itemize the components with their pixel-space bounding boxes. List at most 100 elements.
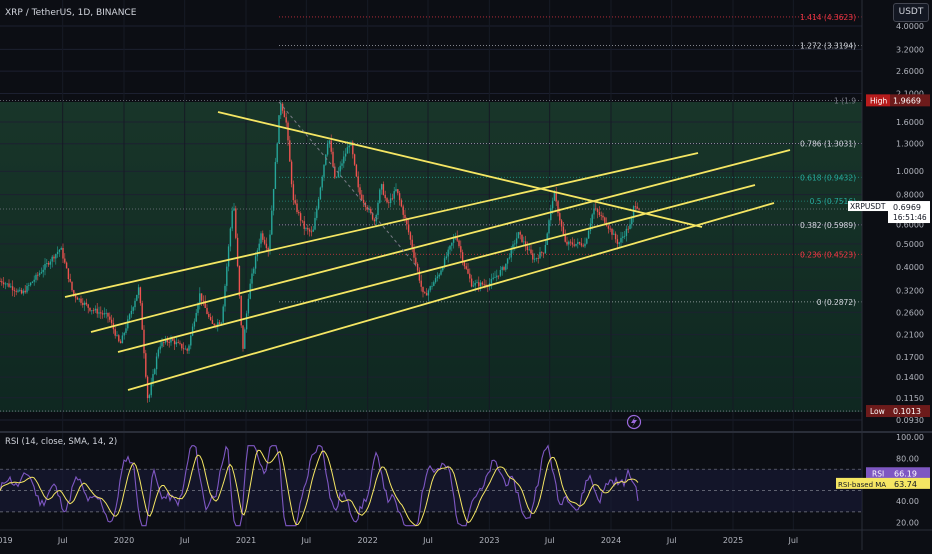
badge-label: Low	[870, 407, 885, 416]
candle-body	[116, 335, 118, 337]
candle-body	[49, 261, 52, 265]
badge-price: 0.6969	[893, 203, 921, 212]
time-axis-label: Jul	[544, 536, 555, 545]
time-axis[interactable]: 019 Jul 2020 Jul 2021 Jul 2022 Jul 2023 Jul 2024 Ju…	[0, 536, 798, 545]
price-axis[interactable]: 4.0000 3.2000 2.6000 2.1000 1.6000 1.3000 1.00…	[896, 22, 924, 425]
time-axis-label: Jul	[179, 536, 190, 545]
candle-body	[44, 263, 46, 270]
candle-body	[501, 267, 503, 271]
candle-body	[26, 285, 28, 293]
candle-body	[496, 275, 498, 278]
fib-level-label: 0.382 (0.5989)	[800, 221, 856, 230]
candle-body	[587, 230, 590, 239]
candle-body	[316, 208, 318, 218]
candle-body	[589, 223, 592, 231]
candle-body	[359, 187, 361, 195]
candle-body	[625, 228, 628, 236]
candle-body	[73, 290, 75, 295]
candle-body	[128, 314, 131, 320]
channel-line-2[interactable]	[90, 149, 791, 333]
candle-body	[132, 307, 134, 311]
candle-body	[64, 258, 66, 263]
candle-body	[107, 312, 109, 317]
rsi-title: RSI (14, close, SMA, 14, 2)	[5, 437, 117, 447]
channel-line-3[interactable]	[117, 184, 756, 353]
candle-body	[422, 286, 424, 293]
candle-body	[386, 198, 388, 203]
triangle-upper-line[interactable]	[217, 111, 703, 228]
time-axis-label: Jul	[301, 536, 312, 545]
candle-body	[335, 176, 338, 178]
candle-body	[467, 268, 469, 274]
price-axis-label: 0.1150	[896, 394, 924, 403]
candle-body	[434, 278, 437, 283]
rsi-ma-badge: RSI-based MA 63.74	[836, 477, 930, 489]
price-axis-label: 0.8000	[896, 191, 924, 200]
badge-label: High	[870, 96, 887, 105]
candle-body	[611, 228, 613, 235]
candle-body	[46, 263, 48, 264]
candle-body	[373, 219, 376, 222]
candle-body	[310, 231, 313, 233]
channel-line-4[interactable]	[127, 202, 775, 391]
candle-body	[19, 289, 21, 291]
price-axis-label: 0.0930	[896, 416, 924, 425]
candle-body	[40, 272, 43, 274]
candle-body	[348, 145, 350, 148]
candle-body	[325, 154, 327, 165]
candle-body	[634, 206, 637, 208]
channel-line-1[interactable]	[64, 152, 699, 298]
time-axis-label: 019	[0, 536, 13, 545]
svg-text:RSI-based MA: RSI-based MA	[838, 481, 886, 489]
candle-body	[559, 213, 561, 221]
candle-body	[600, 214, 602, 216]
rsi-value-badge: RSI 66.19	[866, 467, 930, 479]
candle-body	[346, 147, 349, 154]
candle-body	[380, 184, 383, 190]
candle-body	[271, 210, 273, 235]
candle-body	[98, 312, 100, 314]
rsi-pane[interactable]: 100.0080.0060.0040.0020.00RSI66.19RSI-ba…	[0, 433, 930, 528]
time-axis-label: 2023	[479, 536, 499, 545]
chart-title: XRP / TetherUS, 1D, BINANCE	[5, 8, 137, 18]
time-axis-label: 2022	[357, 536, 377, 545]
candle-body	[413, 248, 415, 258]
candle-body	[339, 165, 341, 172]
candle-body	[184, 348, 187, 350]
candle-body	[623, 235, 626, 237]
candle-body	[231, 210, 233, 229]
candle-body	[602, 215, 604, 218]
candle-body	[431, 285, 433, 287]
candle-body	[388, 202, 390, 204]
candle-body	[74, 294, 77, 298]
candle-body	[609, 228, 611, 230]
candle-body	[220, 322, 223, 324]
candle-body	[100, 312, 102, 314]
candle-body	[317, 199, 320, 209]
price-axis-label: 0.2100	[896, 331, 924, 340]
price-badge: Low 0.1013	[866, 405, 930, 418]
candle-body	[418, 270, 421, 281]
trend-lines[interactable]	[64, 101, 791, 391]
candle-body	[492, 277, 494, 279]
candle-body	[154, 369, 156, 375]
candle-body	[341, 163, 343, 166]
candle-body	[420, 280, 422, 287]
candle-body	[292, 184, 295, 201]
candle-body	[204, 301, 206, 308]
candle-body	[294, 200, 296, 204]
candle-body	[211, 320, 214, 324]
rsi-ma-line	[0, 449, 639, 527]
candle-body	[569, 241, 572, 243]
candle-body	[47, 263, 50, 265]
candle-body	[391, 198, 394, 200]
currency-button[interactable]: USDT	[893, 3, 929, 22]
candle-body	[82, 302, 84, 305]
candle-body	[632, 206, 635, 218]
lightning-icon[interactable]	[626, 414, 642, 430]
fib-level-label: 0.236 (0.4523)	[800, 250, 856, 259]
candle-body	[67, 268, 70, 279]
